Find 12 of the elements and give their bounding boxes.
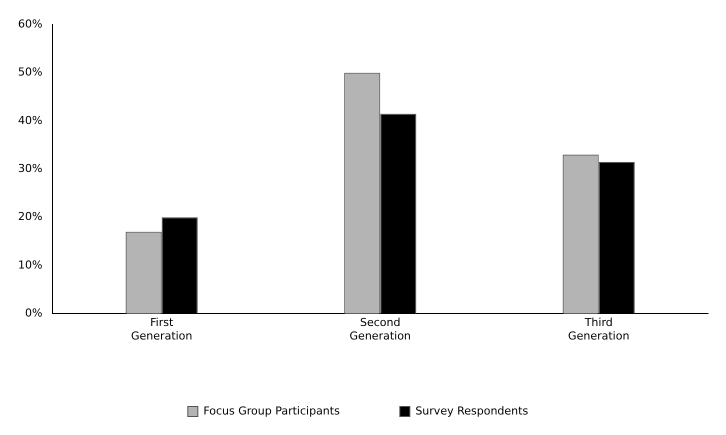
legend-label: Survey Respondents (415, 404, 528, 418)
legend-label: Focus Group Participants (203, 404, 340, 418)
x-tick-label: Second Generation (350, 316, 411, 342)
y-tick-label: 50% (18, 66, 42, 79)
y-tick-label: 10% (18, 258, 42, 272)
y-tick-label: 0% (24, 306, 42, 320)
x-tick-label: First Generation (131, 316, 192, 342)
x-tick-label: Third Generation (568, 316, 630, 342)
y-tick-label: 20% (18, 210, 42, 224)
y-tick-label: 60% (18, 17, 42, 30)
y-tick-label: 30% (18, 162, 42, 175)
y-tick-label: 40% (18, 114, 42, 127)
